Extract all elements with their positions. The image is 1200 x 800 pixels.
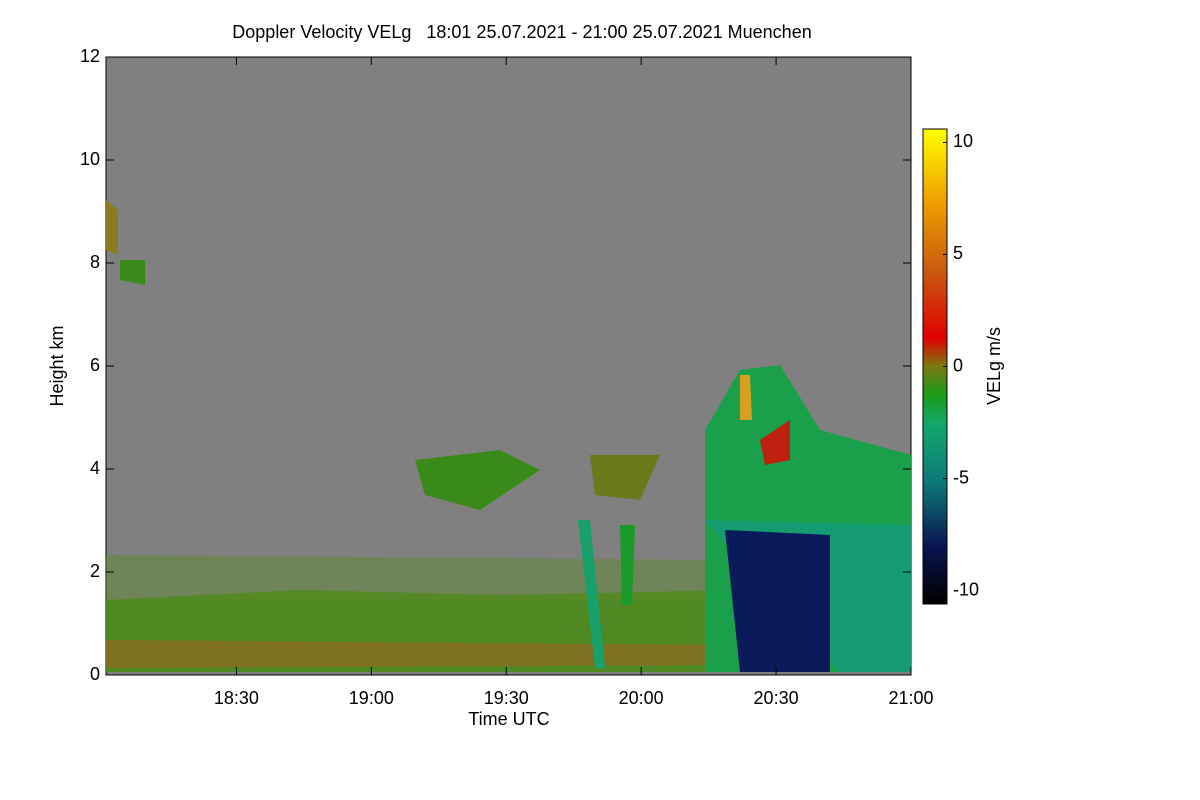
echo-field xyxy=(106,200,911,672)
x-tick-label: 20:00 xyxy=(619,688,664,708)
colorbar-tick-label: 5 xyxy=(953,243,963,263)
x-axis-label: Time UTC xyxy=(468,709,549,729)
y-tick-label: 0 xyxy=(90,664,100,684)
colorbar-tick-label: -10 xyxy=(953,579,979,599)
x-tick-label: 19:30 xyxy=(484,688,529,708)
y-tick-label: 6 xyxy=(90,355,100,375)
y-tick-label: 12 xyxy=(80,46,100,66)
y-axis-label: Height km xyxy=(47,325,67,406)
chart-title: Doppler Velocity VELg 18:01 25.07.2021 -… xyxy=(232,22,811,42)
colorbar-tick-label: 0 xyxy=(953,355,963,375)
x-tick-label: 18:30 xyxy=(214,688,259,708)
x-tick-label: 21:00 xyxy=(888,688,933,708)
colorbar-tick-label: 10 xyxy=(953,131,973,151)
y-tick-label: 8 xyxy=(90,252,100,272)
y-tick-label: 10 xyxy=(80,149,100,169)
y-tick-label: 2 xyxy=(90,561,100,581)
colorbar-tick-label: -5 xyxy=(953,467,969,487)
colorbar-label: VELg m/s xyxy=(984,327,1004,405)
x-tick-label: 20:30 xyxy=(754,688,799,708)
y-tick-label: 4 xyxy=(90,458,100,478)
x-tick-label: 19:00 xyxy=(349,688,394,708)
